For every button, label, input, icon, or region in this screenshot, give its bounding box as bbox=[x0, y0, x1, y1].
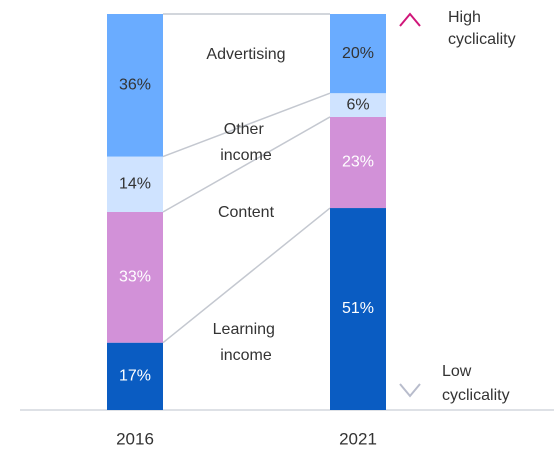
value-label: 20% bbox=[342, 45, 374, 62]
connector-line bbox=[162, 116, 331, 213]
bar-segment bbox=[330, 93, 386, 117]
bar-segment bbox=[330, 14, 386, 94]
value-label: 6% bbox=[346, 96, 369, 113]
series-label: Other income bbox=[220, 121, 272, 164]
series-label: Learning income bbox=[213, 321, 280, 364]
bar-segment bbox=[107, 156, 163, 212]
connector-line bbox=[162, 92, 331, 158]
annotation: Low cyclicality bbox=[442, 363, 510, 404]
value-label: 51% bbox=[342, 300, 374, 317]
value-label: 33% bbox=[119, 269, 151, 286]
series-label: Content bbox=[218, 204, 275, 221]
bar-segment bbox=[107, 212, 163, 343]
annotation: High cyclicality bbox=[448, 9, 516, 48]
x-tick-label: 2016 bbox=[116, 429, 154, 448]
bar-segment bbox=[107, 14, 163, 157]
value-label: 36% bbox=[119, 76, 151, 93]
value-label: 17% bbox=[119, 368, 151, 385]
arrow-head-down bbox=[399, 383, 421, 398]
arrow-head-up bbox=[399, 12, 421, 27]
value-label: 23% bbox=[342, 154, 374, 171]
bar-segment bbox=[107, 342, 163, 410]
bar-segment bbox=[330, 208, 386, 410]
connector-line bbox=[162, 207, 331, 344]
value-label: 14% bbox=[119, 175, 151, 192]
series-label: Advertising bbox=[206, 46, 285, 63]
x-tick-label: 2021 bbox=[339, 429, 377, 448]
bar-segment bbox=[330, 116, 386, 209]
